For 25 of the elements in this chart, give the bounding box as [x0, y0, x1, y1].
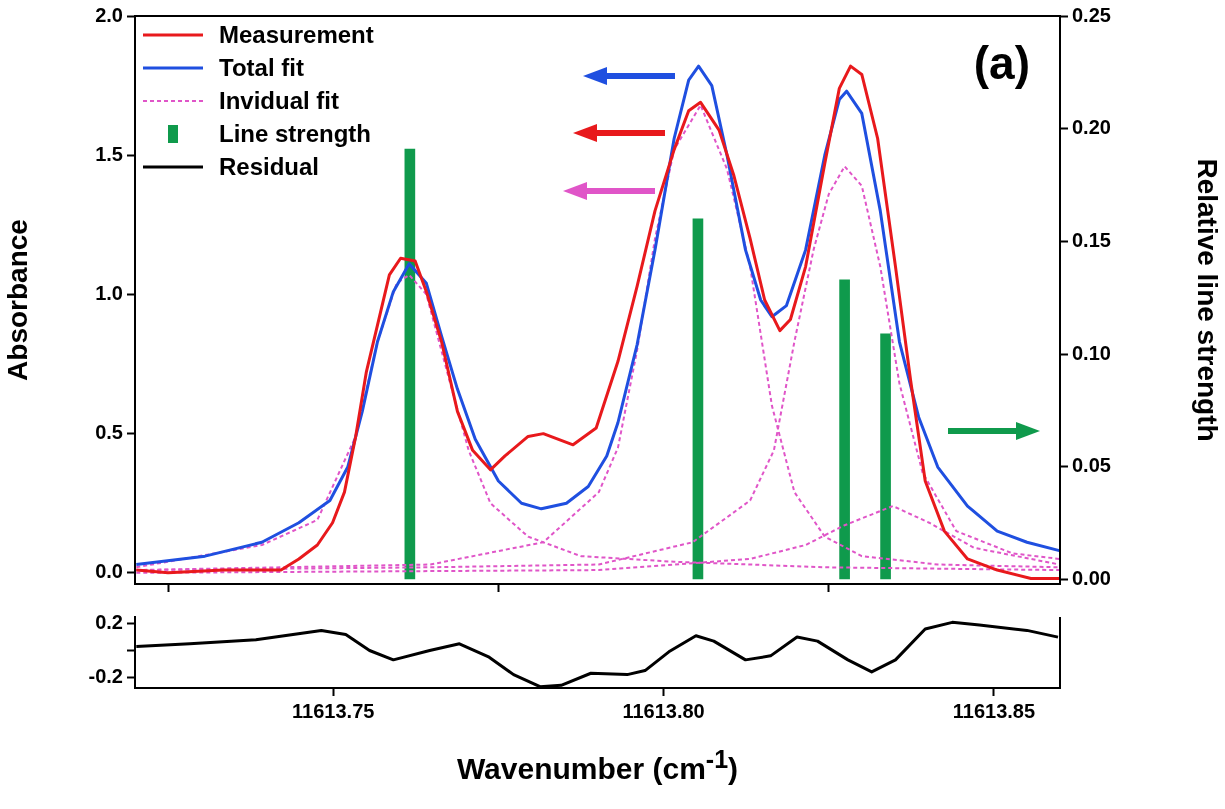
y-tick-label: 2.0	[95, 3, 123, 26]
x-tick-label: 11613.75	[292, 699, 375, 722]
y2-tick-label: 0.00	[1072, 567, 1111, 590]
y2-axis-title: Relative line strength	[1192, 158, 1224, 442]
y2-tick-label: 0.20	[1072, 116, 1111, 139]
y-tick-label: 0.0	[95, 560, 123, 583]
x-tick-label: 11613.80	[622, 699, 705, 722]
annotation: (a)	[973, 36, 1030, 90]
y-tick-label: 1.5	[95, 142, 123, 165]
y-axis-title: Absorbance	[1, 219, 33, 381]
y2-tick-label: 0.05	[1072, 454, 1111, 477]
legend-label: Line strength	[219, 119, 372, 149]
y-tick-label: 1.0	[95, 281, 123, 304]
x-tick-label: 11613.85	[952, 699, 1036, 722]
legend-label: Residual	[219, 152, 320, 182]
x-axis-title: Wavenumber (cm$^{-1}$)	[456, 745, 739, 786]
y2-tick-label: 0.15	[1072, 228, 1111, 251]
y2-tick-label: 0.10	[1072, 341, 1111, 364]
legend-label: Total fit	[219, 53, 304, 83]
y-tick-label: 0.5	[95, 421, 123, 444]
y-tick-label: -0.2	[88, 664, 123, 687]
y-tick-label: 0.2	[95, 611, 123, 634]
legend-label: Invidual fit	[219, 86, 339, 116]
y2-tick-label: 0.25	[1072, 3, 1111, 26]
legend-label: Measurement	[219, 20, 374, 50]
